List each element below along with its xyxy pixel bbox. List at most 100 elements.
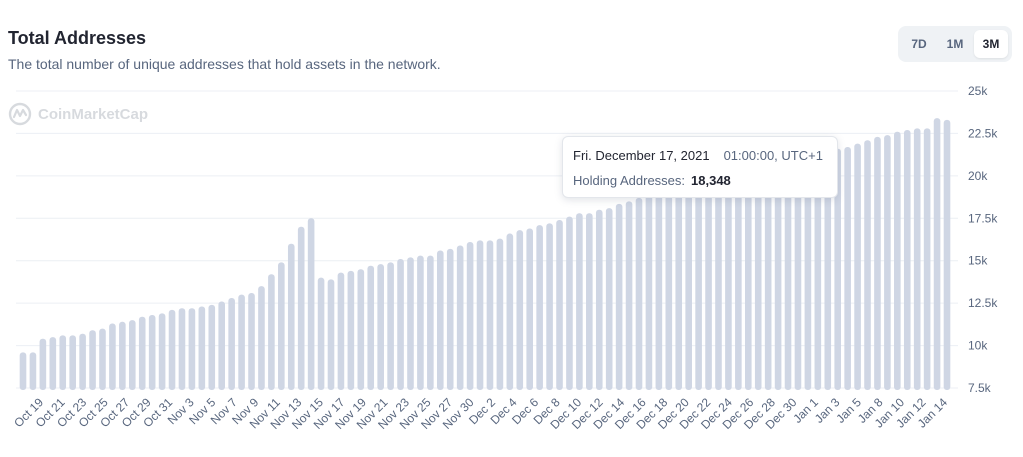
coinmarketcap-watermark: CoinMarketCap	[8, 102, 148, 126]
data-bar	[655, 192, 663, 390]
data-bar	[248, 292, 255, 390]
data-bar	[516, 230, 524, 390]
data-bar	[387, 262, 394, 390]
y-tick-label: 7.5k	[968, 381, 992, 395]
data-bar	[198, 306, 206, 390]
data-bar	[178, 308, 186, 390]
data-bar	[595, 209, 603, 390]
data-bar	[89, 330, 96, 390]
data-bar	[645, 194, 653, 390]
y-tick-label: 12.5k	[968, 296, 998, 310]
data-bar	[725, 175, 732, 390]
data-bar	[188, 308, 196, 390]
data-bar	[268, 274, 275, 390]
data-bar	[208, 304, 216, 390]
data-bar	[874, 136, 881, 390]
time-range-switch: 7D 1M 3M	[898, 26, 1012, 62]
y-tick-label: 17.5k	[968, 211, 998, 225]
data-bar	[258, 286, 265, 390]
data-bar	[894, 131, 901, 390]
data-bar	[764, 165, 772, 390]
data-bar	[307, 218, 315, 390]
data-bar	[546, 223, 553, 390]
coinmarketcap-logo-icon	[8, 102, 32, 126]
data-bar	[576, 213, 583, 390]
data-bar	[486, 240, 494, 390]
data-bar	[417, 255, 424, 390]
data-bar	[29, 352, 37, 390]
watermark-text: CoinMarketCap	[38, 105, 149, 123]
data-bar	[754, 167, 762, 390]
data-bar	[923, 128, 931, 390]
data-bar	[297, 226, 305, 390]
data-bar	[228, 298, 235, 390]
data-bar	[506, 233, 514, 390]
data-bar	[744, 170, 752, 390]
data-bar	[238, 294, 245, 390]
data-bar	[466, 242, 474, 390]
data-bar	[536, 225, 543, 390]
data-bar	[675, 187, 683, 390]
data-bar	[556, 219, 563, 390]
data-bar	[347, 270, 355, 390]
tooltip-label: Holding Addresses:	[573, 173, 686, 188]
data-bar	[109, 323, 116, 390]
data-bar	[218, 301, 226, 390]
data-bar	[128, 320, 136, 390]
range-3m-button[interactable]: 3M	[974, 30, 1008, 58]
data-bar	[635, 197, 643, 390]
data-bar	[665, 189, 673, 390]
data-bar	[427, 255, 434, 390]
data-bar	[913, 128, 921, 390]
data-bar	[854, 143, 861, 390]
data-bar	[844, 147, 851, 390]
data-bar	[824, 150, 832, 390]
y-tick-label: 10k	[968, 339, 988, 353]
data-bar	[456, 245, 464, 390]
data-bar	[715, 177, 722, 390]
data-bar	[317, 277, 325, 390]
data-bar	[566, 216, 573, 390]
data-bar	[19, 352, 27, 390]
data-bar	[446, 248, 454, 390]
data-bar	[903, 130, 911, 390]
data-bar	[615, 203, 623, 390]
data-bar	[436, 250, 444, 390]
data-bar	[407, 257, 414, 390]
data-bar	[158, 313, 166, 390]
data-bar	[933, 118, 941, 390]
data-bar	[814, 153, 822, 390]
y-tick-label: 15k	[968, 254, 988, 268]
y-tick-label: 25k	[968, 84, 988, 98]
data-bar	[49, 337, 57, 390]
data-bar	[79, 333, 86, 390]
data-bar	[367, 265, 375, 390]
range-7d-button[interactable]: 7D	[902, 30, 936, 58]
data-bar	[278, 262, 285, 390]
chart-tooltip: Fri. December 17, 2021 01:00:00, UTC+1 H…	[562, 136, 838, 198]
range-1m-button[interactable]: 1M	[938, 30, 972, 58]
data-bar	[168, 309, 176, 390]
data-bar	[834, 148, 842, 390]
data-bar	[39, 338, 47, 390]
page-subtitle: The total number of unique addresses tha…	[8, 56, 441, 72]
data-bar	[337, 272, 345, 390]
data-bar	[377, 264, 384, 390]
data-bar	[327, 279, 335, 390]
data-bar	[59, 335, 67, 390]
data-bar	[99, 328, 106, 390]
data-bar	[526, 228, 534, 390]
data-bar	[943, 119, 951, 390]
data-bar	[695, 182, 702, 390]
data-bar	[774, 162, 782, 390]
data-bar	[357, 269, 365, 390]
data-bar	[884, 135, 891, 390]
tooltip-time: 01:00:00, UTC+1	[723, 148, 823, 163]
data-bar	[804, 155, 812, 390]
page-title: Total Addresses	[8, 28, 147, 48]
data-bar	[794, 158, 802, 390]
data-bar	[119, 321, 126, 390]
data-bar	[605, 208, 613, 390]
data-bar	[476, 240, 484, 390]
